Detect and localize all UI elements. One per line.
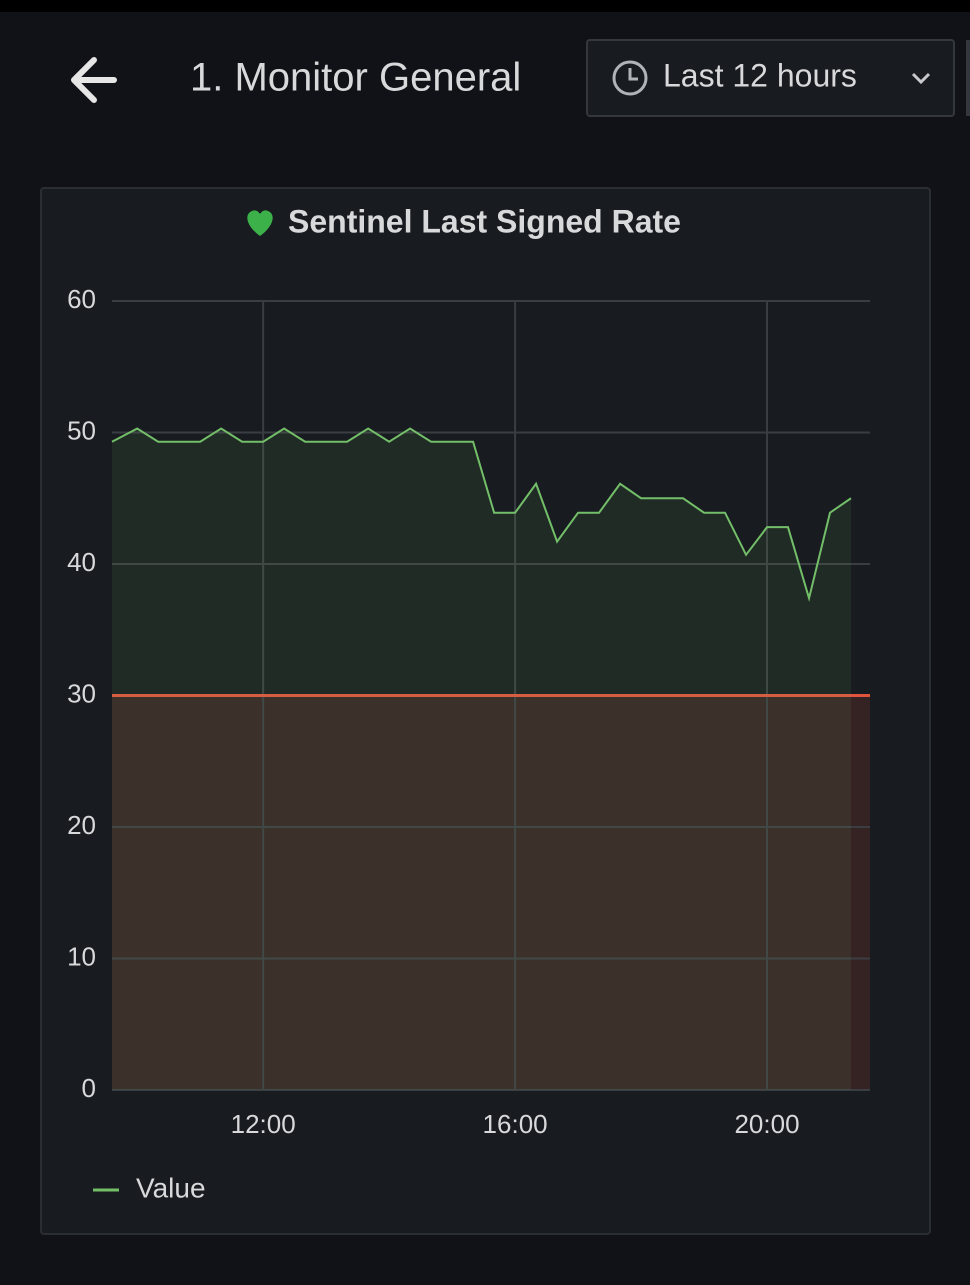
y-tick-label: 10: [67, 941, 96, 971]
next-button-edge: [966, 40, 970, 116]
clock-icon: [612, 60, 648, 96]
y-tick-label: 30: [67, 678, 96, 708]
dashboard-title: 1. Monitor General: [190, 56, 521, 100]
back-arrow: [71, 57, 117, 103]
y-tick-label: 0: [82, 1073, 96, 1103]
x-tick-label: 20:00: [734, 1109, 799, 1139]
series-area: [112, 428, 851, 1090]
y-tick-label: 40: [67, 547, 96, 577]
series-line: [111, 427, 852, 603]
time-picker[interactable]: Last 12 hours: [586, 39, 955, 117]
dropdown-chevron: [911, 72, 931, 85]
threshold-region: [112, 695, 870, 1090]
legend-label: Value: [136, 1172, 206, 1203]
y-tick-label: 50: [67, 415, 96, 445]
x-tick-label: 16:00: [483, 1109, 548, 1139]
back-button[interactable]: [71, 57, 117, 103]
clock-hands: [628, 68, 638, 81]
status-bar: [0, 0, 970, 12]
health-heart-icon: [247, 210, 273, 236]
panel-title: Sentinel Last Signed Rate: [288, 203, 681, 239]
plot: 0 10 20 30 40 50 60 12:00 16:00 20:00 Value: [67, 284, 870, 1203]
y-tick-label: 60: [67, 284, 96, 314]
time-range-label: Last 12 hours: [663, 57, 857, 93]
y-tick-label: 20: [67, 810, 96, 840]
x-tick-label: 12:00: [231, 1109, 296, 1139]
time-picker-box: [586, 39, 955, 117]
